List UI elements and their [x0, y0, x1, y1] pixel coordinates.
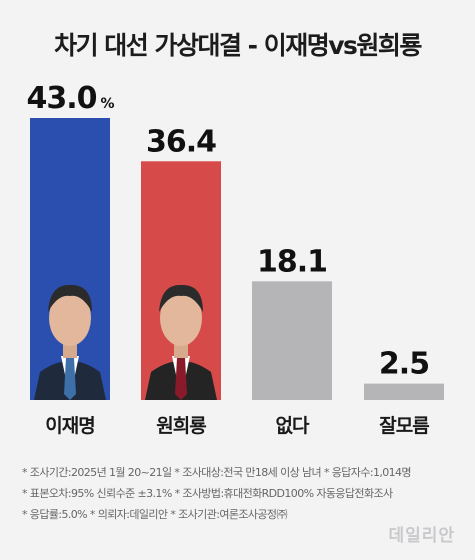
chart-title: 차기 대선 가상대결 - 이재명vs원희룡 [54, 31, 422, 60]
candidate-photo [34, 284, 106, 400]
category-label: 원희룡 [156, 415, 206, 437]
portrait-tie [175, 358, 187, 400]
portrait-hair [159, 284, 203, 312]
survey-note: * 응답률:5.0% * 의뢰자:데일리안 * 조사기관:여론조사공정㈜ [22, 508, 287, 521]
category-label: 이재명 [45, 415, 94, 437]
survey-notes: * 조사기간:2025년 1월 20~21일 * 조사대상:전국 만18세 이상… [22, 462, 462, 525]
survey-note: * 표본오차:95% 신뢰수준 ±3.1% * 조사방법:휴대전화RDD100%… [22, 487, 393, 500]
portrait-neck [63, 342, 77, 358]
portrait-tie [64, 358, 76, 400]
portrait-face [160, 290, 202, 346]
portrait-hair [48, 284, 92, 312]
bar-value-label: 2.5 [379, 347, 429, 382]
category-label: 잘모름 [379, 415, 429, 437]
bar-value-label: 18.1 [257, 244, 327, 279]
portrait-face [49, 290, 91, 346]
category-label: 없다 [276, 415, 310, 437]
bar-value-label: 36.4 [146, 124, 216, 159]
watermark-logo: 데일리안 [388, 526, 455, 546]
bar-4 [364, 383, 444, 400]
bar-value-label: 43.0% [26, 81, 114, 116]
candidate-photo [145, 284, 217, 400]
survey-note: * 조사기간:2025년 1월 20~21일 * 조사대상:전국 만18세 이상… [22, 466, 412, 479]
bar-3 [252, 281, 332, 400]
portrait-neck [174, 342, 188, 358]
